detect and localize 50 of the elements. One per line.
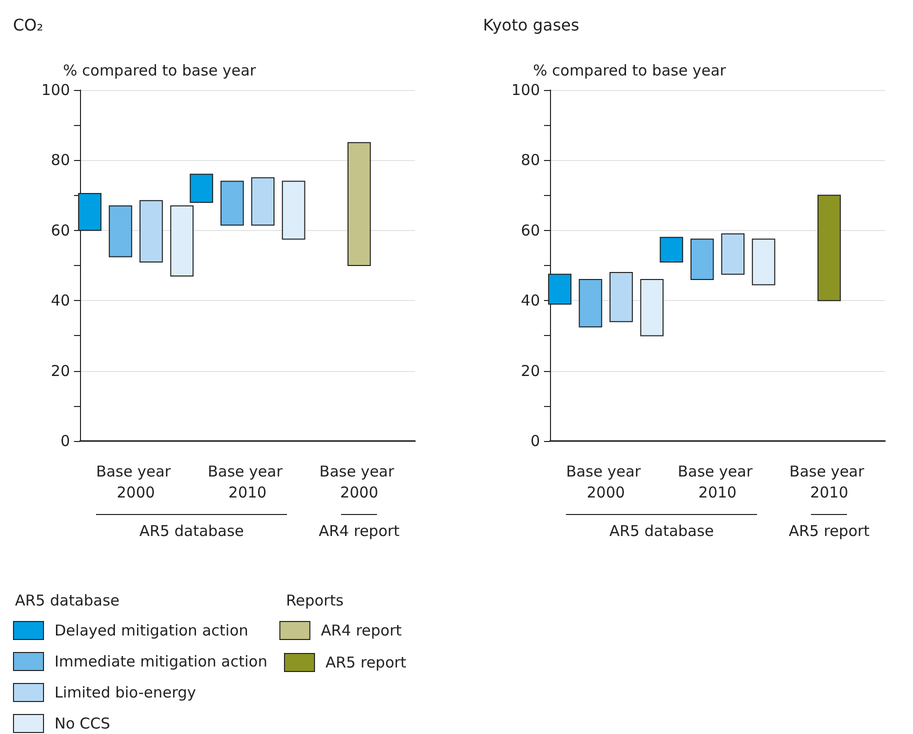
- x-tick-label: Base year 2010: [789, 462, 869, 502]
- bar: [251, 177, 275, 226]
- chart-title: CO₂: [13, 16, 44, 34]
- bar: [170, 205, 194, 277]
- x-tick-label: Base year 2000: [96, 462, 176, 502]
- y-tick-label: 0: [60, 432, 70, 450]
- bar: [578, 279, 602, 328]
- bar: [140, 200, 163, 262]
- x-tick-label: Base year 2000: [319, 462, 399, 502]
- y-tick-label: 40: [520, 292, 540, 310]
- y-tick-label: 40: [50, 292, 70, 310]
- y-tick-label: 20: [50, 362, 70, 380]
- legend-title: Reports: [286, 592, 344, 610]
- y-tick-label: 80: [50, 151, 70, 170]
- bar: [282, 180, 306, 240]
- bar: [690, 238, 714, 280]
- bar: [721, 233, 745, 275]
- y-tick-label: 60: [50, 221, 70, 240]
- bar: [610, 272, 633, 322]
- legend-label: No CCS: [54, 714, 110, 732]
- y-tick-label: 0: [530, 432, 540, 450]
- y-tick-label: 100: [511, 81, 540, 99]
- legend-label: Limited bio-energy: [54, 684, 196, 702]
- chart-title: Kyoto gases: [483, 16, 580, 34]
- x-tick-label: Base year 2000: [566, 462, 646, 502]
- bar: [348, 142, 371, 266]
- y-axis-title: % compared to base year: [533, 62, 727, 80]
- legend-label: Immediate mitigation action: [54, 652, 268, 670]
- text: AR5 database: [15, 592, 120, 610]
- legend-label: Delayed mitigation action: [54, 622, 248, 640]
- bar: [190, 174, 214, 203]
- bar: [640, 279, 664, 336]
- bar: [108, 205, 132, 258]
- text: AR5 report: [788, 522, 871, 540]
- x-tick-label: Base year 2010: [208, 462, 288, 502]
- text: AR5 database: [608, 522, 715, 540]
- bar: [220, 180, 244, 226]
- bar: [752, 238, 776, 286]
- bar: [818, 194, 841, 302]
- y-tick-label: 100: [41, 81, 70, 99]
- y-tick-label: 20: [520, 362, 540, 380]
- x-tick-label: Base year 2010: [678, 462, 758, 502]
- bar: [660, 236, 684, 262]
- legend-title: AR5 database: [138, 522, 245, 540]
- y-axis-title: % compared to base year: [63, 62, 257, 80]
- y-tick-label: 80: [520, 151, 540, 170]
- legend-label: AR5 report: [326, 654, 406, 672]
- y-tick-label: 60: [520, 221, 540, 240]
- legend-label: AR4 report: [320, 622, 402, 640]
- text: AR4 report: [318, 522, 401, 540]
